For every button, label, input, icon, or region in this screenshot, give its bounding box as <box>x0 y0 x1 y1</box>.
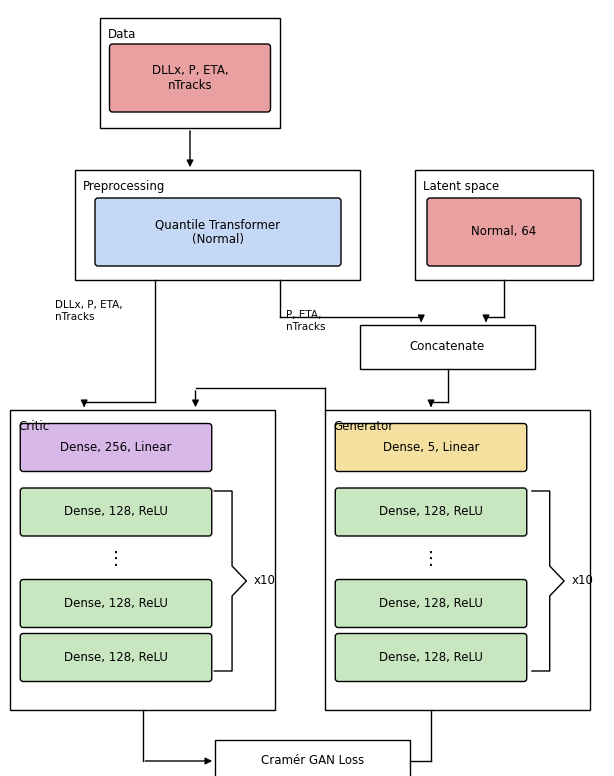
Text: Generator: Generator <box>333 420 393 433</box>
Text: Concatenate: Concatenate <box>410 341 485 354</box>
FancyBboxPatch shape <box>415 170 593 280</box>
Text: Critic: Critic <box>18 420 49 433</box>
FancyBboxPatch shape <box>20 424 212 472</box>
FancyBboxPatch shape <box>360 325 535 369</box>
Text: Dense, 128, ReLU: Dense, 128, ReLU <box>64 505 168 518</box>
Text: Latent space: Latent space <box>423 180 499 193</box>
FancyBboxPatch shape <box>10 410 275 710</box>
FancyBboxPatch shape <box>75 170 360 280</box>
FancyBboxPatch shape <box>20 488 212 536</box>
Text: Dense, 128, ReLU: Dense, 128, ReLU <box>379 597 483 610</box>
FancyBboxPatch shape <box>215 740 410 776</box>
FancyBboxPatch shape <box>325 410 590 710</box>
FancyBboxPatch shape <box>335 580 527 628</box>
Text: ⋮: ⋮ <box>107 549 125 567</box>
FancyBboxPatch shape <box>20 580 212 628</box>
Text: Dense, 128, ReLU: Dense, 128, ReLU <box>64 651 168 664</box>
Text: Dense, 5, Linear: Dense, 5, Linear <box>383 441 480 454</box>
FancyBboxPatch shape <box>95 198 341 266</box>
Text: Data: Data <box>108 28 136 41</box>
Text: P, ETA,
nTracks: P, ETA, nTracks <box>286 310 325 331</box>
Text: Normal, 64: Normal, 64 <box>472 226 537 238</box>
Text: Dense, 128, ReLU: Dense, 128, ReLU <box>64 597 168 610</box>
Text: Quantile Transformer
(Normal): Quantile Transformer (Normal) <box>155 218 281 246</box>
Text: Cramér GAN Loss: Cramér GAN Loss <box>261 754 364 767</box>
Text: DLLx, P, ETA,
nTracks: DLLx, P, ETA, nTracks <box>152 64 228 92</box>
Text: Dense, 128, ReLU: Dense, 128, ReLU <box>379 651 483 664</box>
Text: x10: x10 <box>254 574 276 587</box>
FancyBboxPatch shape <box>427 198 581 266</box>
Text: x10: x10 <box>572 574 594 587</box>
FancyBboxPatch shape <box>335 424 527 472</box>
Text: Dense, 128, ReLU: Dense, 128, ReLU <box>379 505 483 518</box>
FancyBboxPatch shape <box>20 633 212 681</box>
Text: Dense, 256, Linear: Dense, 256, Linear <box>60 441 172 454</box>
Text: Preprocessing: Preprocessing <box>83 180 165 193</box>
FancyBboxPatch shape <box>335 488 527 536</box>
FancyBboxPatch shape <box>109 44 271 112</box>
FancyBboxPatch shape <box>100 18 280 128</box>
Text: DLLx, P, ETA,
nTracks: DLLx, P, ETA, nTracks <box>55 300 122 321</box>
FancyBboxPatch shape <box>335 633 527 681</box>
Text: ⋮: ⋮ <box>422 549 440 567</box>
